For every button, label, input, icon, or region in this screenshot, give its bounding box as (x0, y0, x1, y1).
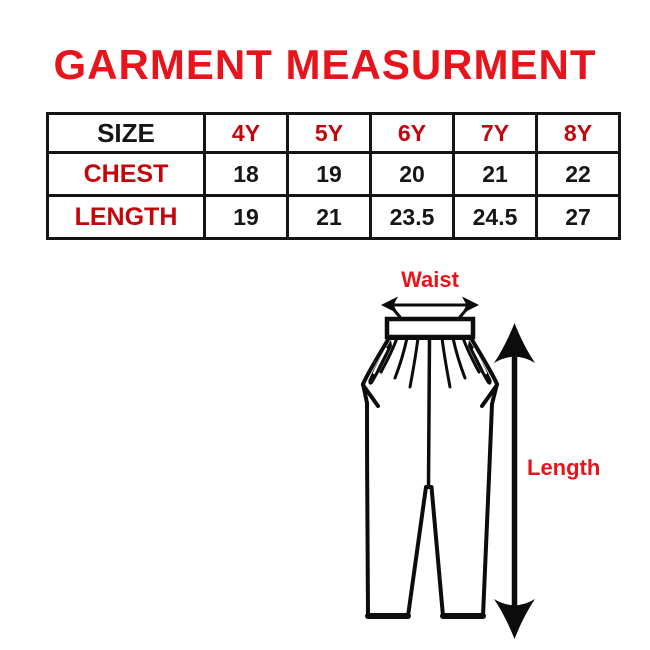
length-row-label: LENGTH (46, 194, 206, 240)
pocket-flaps (361, 383, 499, 408)
center-crease-line (426, 336, 432, 486)
chest-value-4y: 18 (203, 151, 289, 197)
length-arrow-icon (494, 323, 535, 639)
pants-measurement-diagram: Waist Length (340, 265, 620, 650)
pleat-lines (379, 336, 481, 389)
length-value-4y: 19 (203, 194, 289, 240)
chest-value-7y: 21 (452, 151, 538, 197)
size-col-7y: 7Y (452, 112, 538, 154)
chest-value-6y: 20 (369, 151, 455, 197)
trousers-drawing (361, 308, 499, 619)
length-label: Length (527, 455, 601, 480)
page-title: GARMENT MEASURMENT (53, 41, 597, 88)
chest-row: CHEST 18 19 20 21 22 (46, 151, 621, 197)
length-row: LENGTH 19 21 23.5 24.5 27 (46, 194, 621, 240)
size-col-4y: 4Y (203, 112, 289, 154)
size-col-5y: 5Y (286, 112, 372, 154)
length-value-5y: 21 (286, 194, 372, 240)
pocket-details (368, 340, 492, 385)
length-value-6y: 23.5 (369, 194, 455, 240)
length-value-7y: 24.5 (452, 194, 538, 240)
size-chart-table: SIZE 4Y 5Y 6Y 7Y 8Y CHEST 18 19 20 21 22… (46, 112, 621, 240)
length-value-8y: 27 (535, 194, 621, 240)
table-header-row: SIZE 4Y 5Y 6Y 7Y 8Y (46, 112, 621, 154)
size-col-6y: 6Y (369, 112, 455, 154)
pants-line-art (361, 296, 535, 639)
waistband-ticks (392, 308, 468, 319)
size-header-cell: SIZE (46, 112, 206, 154)
waistband (384, 316, 476, 340)
chest-row-label: CHEST (46, 151, 206, 197)
size-col-8y: 8Y (535, 112, 621, 154)
waist-label: Waist (401, 267, 459, 292)
chest-value-8y: 22 (535, 151, 621, 197)
chest-value-5y: 19 (286, 151, 372, 197)
